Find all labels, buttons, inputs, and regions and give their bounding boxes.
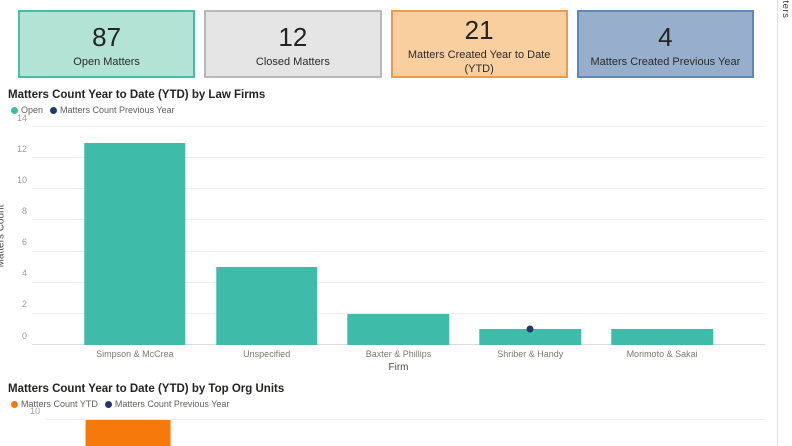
category-band <box>45 420 765 446</box>
kpi-label: Closed Matters <box>255 55 330 68</box>
legend-label: Matters Count YTD <box>21 399 98 409</box>
data-point-dot[interactable] <box>526 325 534 333</box>
gridline <box>32 188 765 190</box>
category-slot <box>451 420 543 446</box>
kpi-label: Matters Created Previous Year <box>590 55 741 68</box>
category-slot <box>82 420 174 446</box>
category-slot <box>174 420 266 446</box>
category-slot <box>267 420 359 446</box>
chart-legend: Open Matters Count Previous Year <box>11 104 175 116</box>
y-axis-tick-label: 8 <box>21 205 27 216</box>
legend-label: Matters Count Previous Year <box>114 399 230 409</box>
chart-legend: Matters Count YTD Matters Count Previous … <box>11 398 229 410</box>
legend-marker-icon <box>11 106 18 114</box>
y-axis-tick-label: 4 <box>21 268 27 279</box>
chart-matters-by-top-org-units: Matters Count Year to Date (YTD) by Top … <box>0 382 777 446</box>
kpi-value: 4 <box>658 21 673 52</box>
filters-pane-label: Filters <box>780 0 791 19</box>
gridline <box>45 419 765 420</box>
x-axis-category-label: Unspecified <box>243 349 291 359</box>
bar-unspecified[interactable] <box>215 267 318 345</box>
y-axis-tick-label: 6 <box>21 237 27 248</box>
x-axis-category-label: Baxter & Phillips <box>365 349 432 359</box>
kpi-card[interactable]: 4 Matters Created Previous Year <box>576 10 754 78</box>
y-axis-tick-label: 12 <box>16 143 27 154</box>
kpi-cards-row: 87 Open Matters 12 Closed Matters 21 Matters … <box>18 10 754 78</box>
x-axis-category-label: Morimoto & Sakai <box>626 349 698 359</box>
x-axis-category-label: Simpson & McCrea <box>96 349 174 359</box>
bar-baxter-&-phillips[interactable] <box>347 313 450 345</box>
x-axis-title: Firm <box>388 362 409 373</box>
category-slot: Baxter & Phillips <box>333 127 465 359</box>
chart-plot-area: Matters Count Firm 0 2 4 6 8 10 12 14 Simpson & … <box>0 113 765 373</box>
kpi-value: 12 <box>278 21 308 52</box>
kpi-label: Matters Created Year to Date (YTD) <box>407 48 551 75</box>
kpi-card[interactable]: 21 Matters Created Year to Date (YTD) <box>390 10 568 78</box>
category-slot <box>359 420 451 446</box>
category-slot: Shriber & Handy <box>464 127 596 359</box>
y-axis-tick-label: 2 <box>21 299 27 310</box>
bar-category-1[interactable] <box>85 420 171 446</box>
legend-item-open[interactable]: Open <box>11 105 43 115</box>
category-slot <box>543 420 635 446</box>
legend-item-matters-count-previous-year[interactable]: Matters Count Previous Year <box>104 399 230 409</box>
gridline <box>32 312 765 314</box>
legend-marker-icon <box>11 400 18 408</box>
legend-marker-icon <box>50 106 58 114</box>
legend-marker-icon <box>104 400 112 408</box>
bar-morimoto-&-sakai[interactable] <box>611 329 713 345</box>
gridline <box>32 157 765 159</box>
chart-matters-by-law-firms: Matters Count Year to Date (YTD) by Law … <box>0 88 777 382</box>
category-band: Simpson & McCrea Unspecified Baxter & Phil… <box>32 127 765 359</box>
gridline <box>32 126 765 127</box>
bar-simpson-&-mccrea[interactable] <box>84 142 186 345</box>
legend-item-matters-count-ytd[interactable]: Matters Count YTD <box>11 399 98 409</box>
filters-pane-collapsed[interactable]: Filters <box>777 0 792 446</box>
x-axis-category-label: Shriber & Handy <box>497 349 564 359</box>
y-axis-tick-label: 10 <box>29 405 40 416</box>
chart-title: Matters Count Year to Date (YTD) by Law … <box>8 89 266 101</box>
y-axis-tick-label: 0 <box>21 330 27 341</box>
kpi-card[interactable]: 87 Open Matters <box>18 10 196 78</box>
kpi-value: 21 <box>464 14 494 45</box>
y-axis-title: Matters Count <box>0 204 7 268</box>
chart-plot-area: 0510 <box>30 406 765 446</box>
kpi-label: Open Matters <box>73 55 140 68</box>
kpi-value: 87 <box>92 21 122 52</box>
legend-label: Open <box>21 105 44 115</box>
kpi-card[interactable]: 12 Closed Matters <box>204 10 382 78</box>
gridline <box>32 219 765 221</box>
category-slot <box>636 420 728 446</box>
category-slot: Unspecified <box>201 127 333 359</box>
legend-item-matters-count-previous-year[interactable]: Matters Count Previous Year <box>50 105 175 115</box>
y-axis-tick-label: 10 <box>16 174 27 185</box>
bar-shriber-&-handy[interactable] <box>479 329 582 345</box>
gridline <box>32 250 765 252</box>
y-axis-tick-label: 14 <box>16 112 27 123</box>
category-slot: Morimoto & Sakai <box>596 127 728 359</box>
gridline <box>32 281 765 283</box>
chart-title: Matters Count Year to Date (YTD) by Top … <box>8 383 285 395</box>
category-slot: Simpson & McCrea <box>69 127 201 359</box>
legend-label: Matters Count Previous Year <box>60 105 175 115</box>
